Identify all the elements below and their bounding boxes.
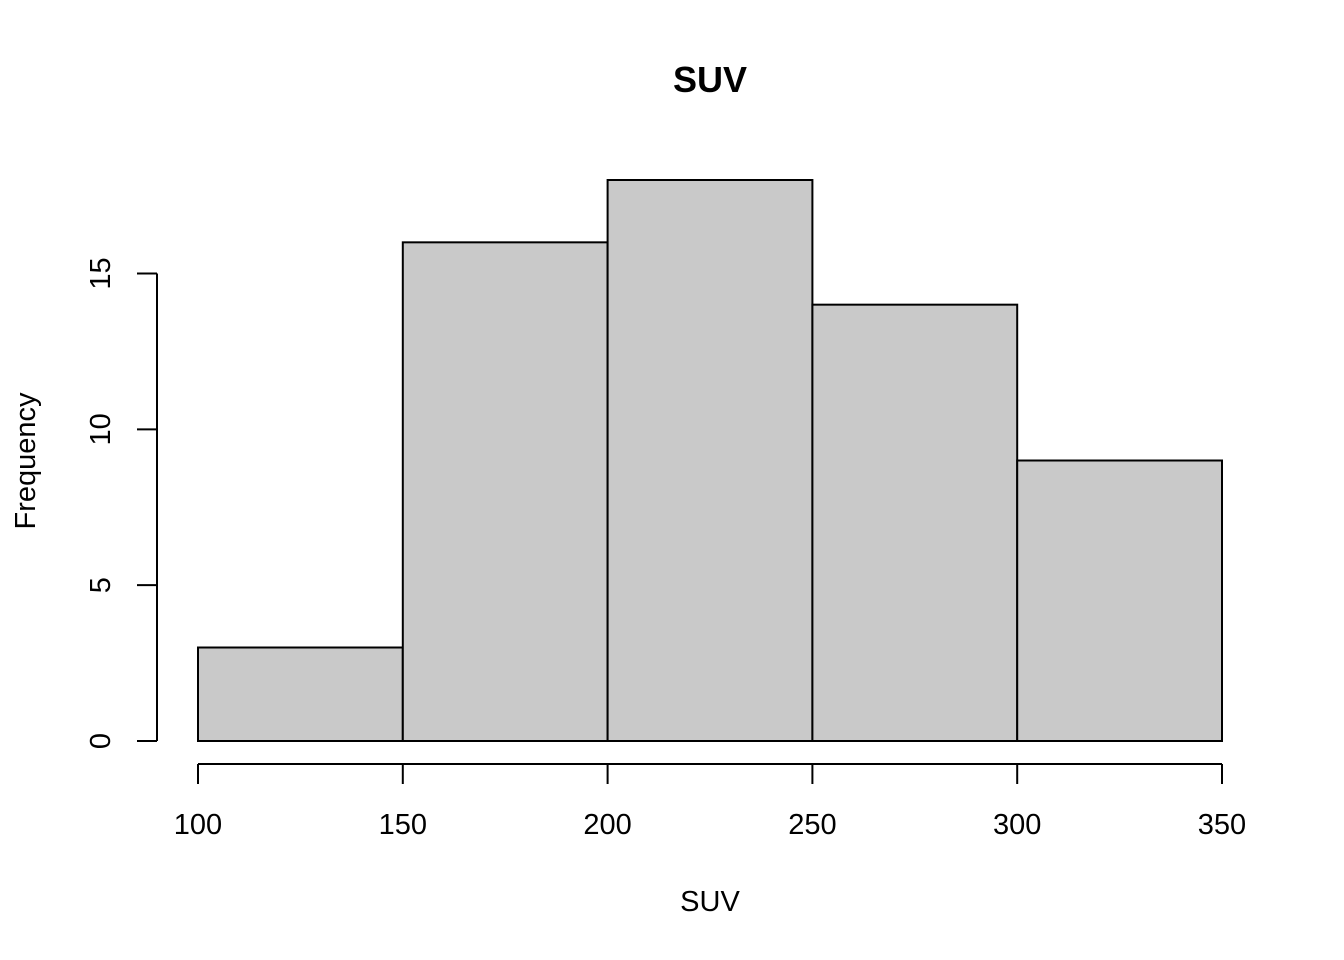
x-tick-label: 150 [379, 809, 427, 841]
x-tick-label: 100 [174, 809, 222, 841]
y-tick-label: 0 [85, 733, 117, 749]
x-tick-label: 300 [993, 809, 1041, 841]
histogram-bar [197, 646, 404, 742]
x-tick-label: 350 [1198, 809, 1246, 841]
x-tick-label: 250 [788, 809, 836, 841]
y-axis: 0 5 10 15 [85, 257, 158, 749]
histogram-bar [1016, 459, 1224, 742]
y-tick-label: 15 [85, 257, 117, 289]
histogram-bar [811, 303, 1019, 742]
histogram-bar [401, 241, 609, 742]
histogram-bar [606, 179, 814, 742]
x-axis-label: SUV [680, 886, 740, 918]
y-tick-label: 10 [85, 413, 117, 445]
chart-title: SUV [673, 59, 747, 100]
bars-group [197, 179, 1224, 742]
x-axis: 100 150 200 250 300 350 [174, 763, 1246, 841]
y-axis-label: Frequency [10, 392, 42, 530]
x-tick-label: 200 [583, 809, 631, 841]
y-tick-label: 5 [85, 577, 117, 593]
